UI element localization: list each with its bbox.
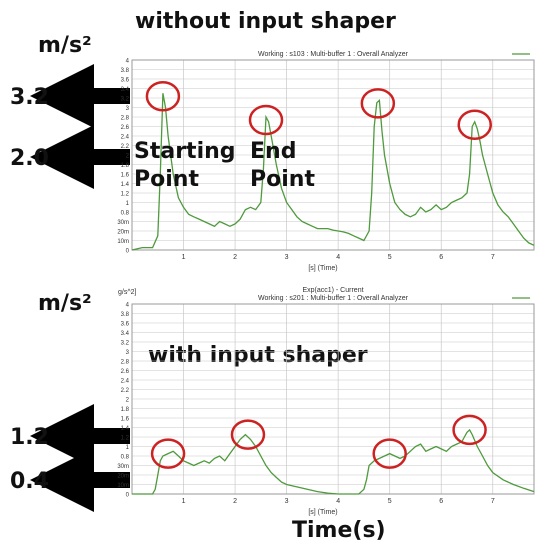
highlight-circle [372, 438, 407, 469]
arrow-bottom-1-label: 1.2 [10, 425, 49, 450]
x-tick-label: 3 [285, 498, 289, 505]
x-tick-label: 7 [491, 254, 495, 261]
y-tick-label: 1.8 [121, 407, 130, 413]
y-tick-label: 1.2 [121, 436, 130, 442]
y-tick-label: 1 [126, 201, 130, 207]
y-tick-label: 1.4 [121, 426, 130, 432]
end-point-label-line2: Point [250, 167, 315, 192]
x-tick-label: 6 [439, 254, 443, 261]
y-tick-label: 2.8 [121, 360, 130, 366]
y-tick-label: 2.4 [121, 135, 130, 141]
x-tick-label: 1 [182, 498, 186, 505]
y-tick-label: 1.4 [121, 182, 130, 188]
top-unit: m/s² [38, 33, 92, 58]
x-tick-label: 5 [388, 498, 392, 505]
arrow-top-2-label: 2.0 [10, 146, 49, 171]
highlight-circle [457, 109, 492, 140]
x-tick-label: 6 [439, 498, 443, 505]
y-tick-label: 10m [117, 239, 129, 245]
highlight-circle [230, 419, 266, 450]
y-tick-label: 0.8 [121, 455, 130, 461]
x-tick-label: 4 [336, 254, 340, 261]
y-tick-label: 1.2 [121, 192, 130, 198]
y-tick-label: 1.6 [121, 417, 130, 423]
y-tick-label: 2.8 [121, 116, 130, 122]
y-tick-label: 1 [126, 445, 130, 451]
plot-frame [131, 59, 535, 251]
arrow-marker-top-2: 2.0 [10, 125, 130, 189]
highlight-circle [150, 438, 186, 469]
highlight-circle [452, 414, 487, 446]
x-tick-label: 1 [182, 254, 186, 261]
y-tick-label: 2.4 [121, 379, 130, 385]
highlight-circle [248, 104, 284, 136]
starting-point-label-line1: Starting [134, 139, 236, 164]
panel-header: Working : s103 : Multi-buffer 1 : Overal… [258, 51, 409, 58]
x-axis-label: [s] (Time) [308, 509, 337, 516]
x-tick-label: 7 [491, 498, 495, 505]
end-point-label-line1: End [250, 139, 296, 164]
panel-header-line1: Exp(acc1) - Current [302, 287, 363, 294]
y-tick-label: 3.2 [121, 97, 130, 103]
highlight-circle [145, 81, 181, 112]
y-tick-label: 3.8 [121, 68, 130, 74]
y-tick-label: 30m [117, 464, 129, 470]
y-tick-label: 1.8 [121, 163, 130, 169]
y-tick-label: 0.8 [121, 211, 130, 217]
y-tick-label: 2.2 [121, 144, 130, 150]
arrow-marker-bottom-2: 0.4 [10, 448, 130, 512]
y-tick-label: 3 [126, 350, 130, 356]
bottom-title: with input shaper [148, 343, 368, 368]
y-tick-label: 2.6 [121, 369, 130, 375]
y-tick-label: 3 [126, 106, 130, 112]
highlight-circles [145, 81, 492, 469]
x-axis-caption: Time(s) [292, 518, 386, 543]
y-tick-label: 2 [126, 398, 130, 404]
series-line [131, 93, 535, 251]
y-tick-label: 4 [126, 59, 130, 65]
x-tick-label: 2 [233, 254, 237, 261]
corner-unit: g/s^2] [118, 289, 137, 296]
y-tick-label: 0 [126, 249, 130, 255]
y-tick-label: 4 [126, 303, 130, 309]
arrow-bottom-2-label: 0.4 [10, 469, 49, 494]
y-tick-label: 2.2 [121, 388, 130, 394]
y-tick-label: 2.6 [121, 125, 130, 131]
x-axis-label: [s] (Time) [308, 265, 337, 272]
highlight-circle [360, 88, 396, 119]
y-tick-label: 20m [117, 230, 129, 236]
top-chart-panel: Working : s103 : Multi-buffer 1 : Overal… [117, 51, 535, 272]
y-tick-label: 3.4 [121, 87, 130, 93]
y-tick-label: 3.8 [121, 312, 130, 318]
x-tick-label: 3 [285, 254, 289, 261]
y-tick-label: 10m [117, 483, 129, 489]
arrow-marker-bottom-1: 1.2 [10, 404, 130, 468]
starting-point-label-line2: Point [134, 167, 199, 192]
y-tick-label: 3.6 [121, 322, 130, 328]
arrow-top-1-label: 3.2 [10, 85, 49, 110]
panel-header-line2: Working : s201 : Multi-buffer 1 : Overal… [258, 295, 409, 302]
y-tick-label: 3.2 [121, 341, 130, 347]
y-tick-label: 3.4 [121, 331, 130, 337]
x-tick-label: 4 [336, 498, 340, 505]
y-tick-label: 30m [117, 220, 129, 226]
y-tick-label: 0 [126, 493, 130, 499]
bottom-unit: m/s² [38, 291, 92, 316]
x-tick-label: 2 [233, 498, 237, 505]
top-title: without input shaper [135, 9, 396, 34]
arrow-marker-top-1: 3.2 [10, 64, 130, 128]
y-tick-label: 3.6 [121, 78, 130, 84]
x-tick-label: 5 [388, 254, 392, 261]
series-line [132, 428, 535, 495]
y-tick-label: 2 [126, 154, 130, 160]
y-tick-label: 1.6 [121, 173, 130, 179]
y-tick-label: 20m [117, 474, 129, 480]
